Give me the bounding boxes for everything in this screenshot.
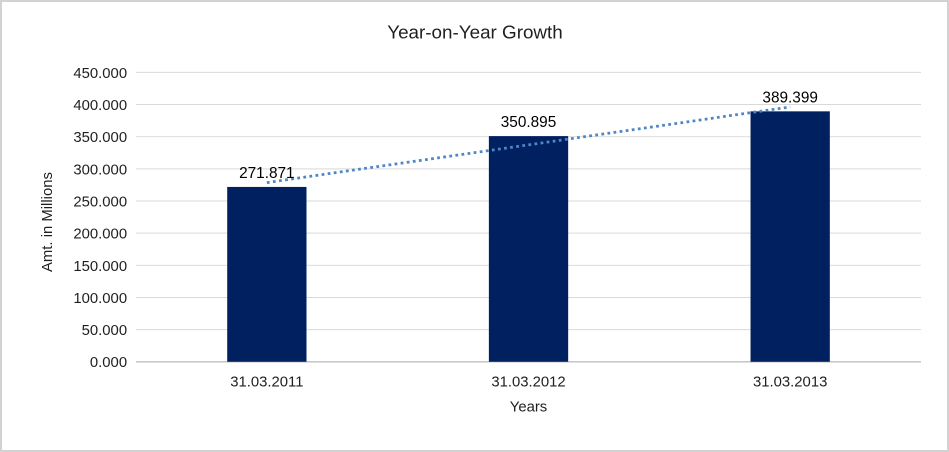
y-axis-title: Amt. in Millions [40, 172, 56, 272]
bar [750, 111, 830, 362]
x-axis-title: Years [510, 399, 547, 415]
data-label: 271.871 [239, 165, 295, 182]
x-tick-label: 31.03.2011 [230, 375, 303, 391]
y-tick-label: 300.000 [73, 162, 127, 178]
x-tick-label: 31.03.2013 [753, 375, 827, 391]
y-tick-label: 50.000 [82, 323, 127, 339]
y-tick-label: 350.000 [73, 130, 127, 146]
y-tick-label: 150.000 [73, 259, 127, 275]
y-tick-label: 200.000 [73, 227, 127, 243]
x-tick-label: 31.03.2012 [491, 375, 565, 391]
bar [227, 186, 307, 362]
x-tick-labels-group: 31.03.2011 31.03.2012 31.03.2013 [230, 375, 827, 391]
data-label: 350.895 [501, 114, 557, 131]
chart-title: Year-on-Year Growth [387, 22, 562, 43]
data-label: 389.399 [762, 89, 818, 106]
bar [488, 136, 569, 362]
y-tick-label: 450.000 [73, 66, 127, 82]
y-tick-label: 100.000 [73, 291, 127, 307]
data-labels-group: 271.871 350.895 389.399 [239, 89, 818, 182]
y-tick-labels-group: 0.000 50.000 100.000 150.000 200.000 250.000 3… [73, 66, 127, 371]
trendline-dotted [266, 105, 791, 184]
y-tick-label: 250.000 [73, 194, 127, 210]
y-tick-label: 0.000 [90, 355, 127, 371]
bars-group [227, 111, 830, 362]
y-tick-label: 400.000 [73, 98, 127, 114]
